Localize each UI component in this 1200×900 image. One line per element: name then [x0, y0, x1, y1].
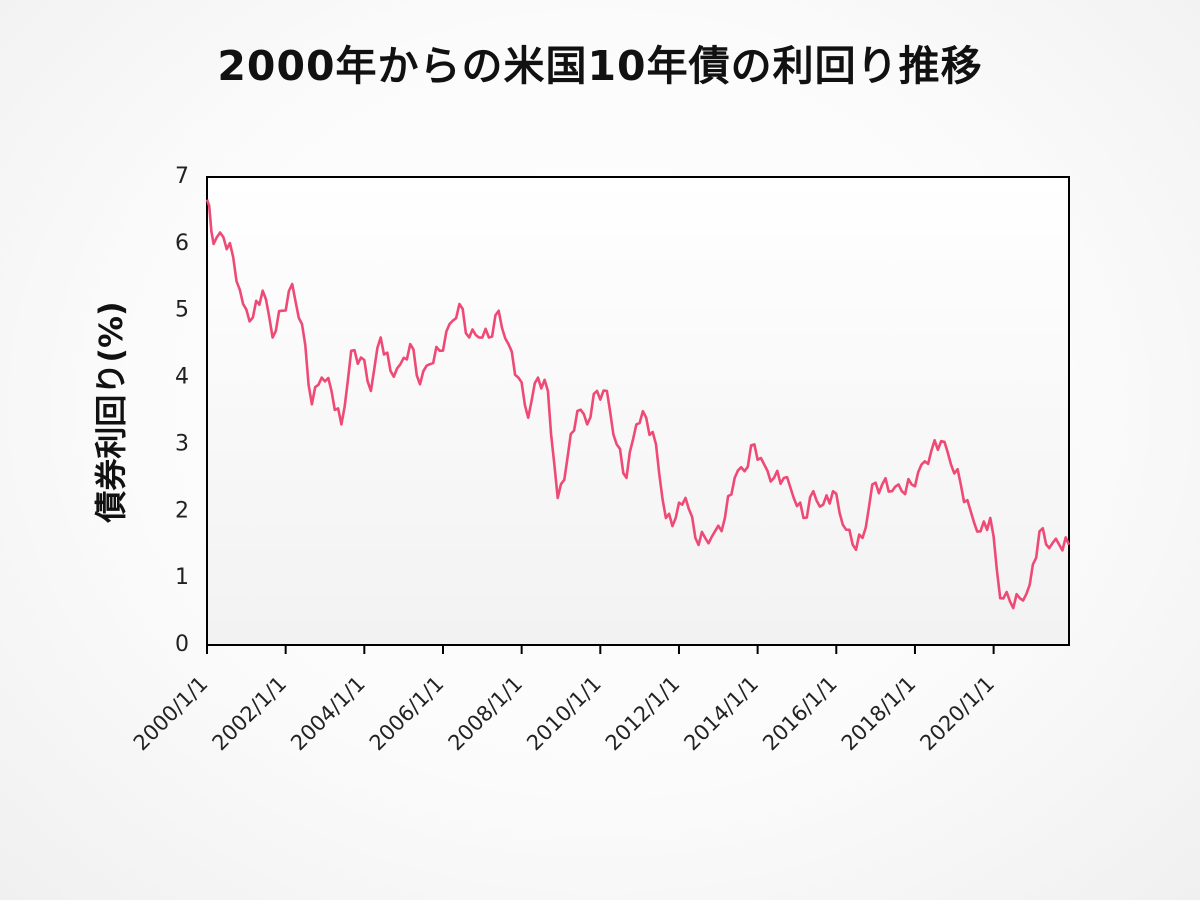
series-layer	[205, 199, 1071, 610]
x-tick-label: 2008/1/1	[444, 672, 528, 756]
y-tick-label: 5	[175, 298, 189, 323]
y-tick-label: 3	[175, 431, 189, 456]
y-tick-label: 2	[175, 498, 189, 523]
x-tick-label: 2002/1/1	[208, 672, 292, 756]
x-tick-label: 2014/1/1	[679, 672, 763, 756]
series-line	[205, 199, 1071, 610]
chart-title: 2000年からの米国10年債の利回り推移	[217, 42, 983, 90]
x-tick-label: 2012/1/1	[601, 672, 685, 756]
y-tick-label: 6	[175, 231, 189, 256]
x-tick-label: 2018/1/1	[837, 672, 921, 756]
y-tick-label: 1	[175, 565, 189, 590]
y-tick-label: 0	[175, 632, 189, 657]
x-tick-label: 2010/1/1	[522, 672, 606, 756]
y-tick-label: 4	[175, 365, 189, 390]
x-tick-label: 2020/1/1	[915, 672, 999, 756]
x-axis-ticks: 2000/1/12002/1/12004/1/12006/1/12008/1/1…	[129, 645, 999, 755]
y-axis-ticks: 0 1 2 3 4 5 6 7	[175, 164, 189, 657]
x-tick-label: 2006/1/1	[365, 672, 449, 756]
x-tick-label: 2000/1/1	[129, 672, 213, 756]
y-tick-label: 7	[175, 164, 189, 189]
x-tick-label: 2004/1/1	[286, 672, 370, 756]
plot-area	[206, 176, 1070, 646]
x-tick-label: 2016/1/1	[758, 672, 842, 756]
y-axis-label: 債券利回り(%)	[92, 301, 130, 523]
